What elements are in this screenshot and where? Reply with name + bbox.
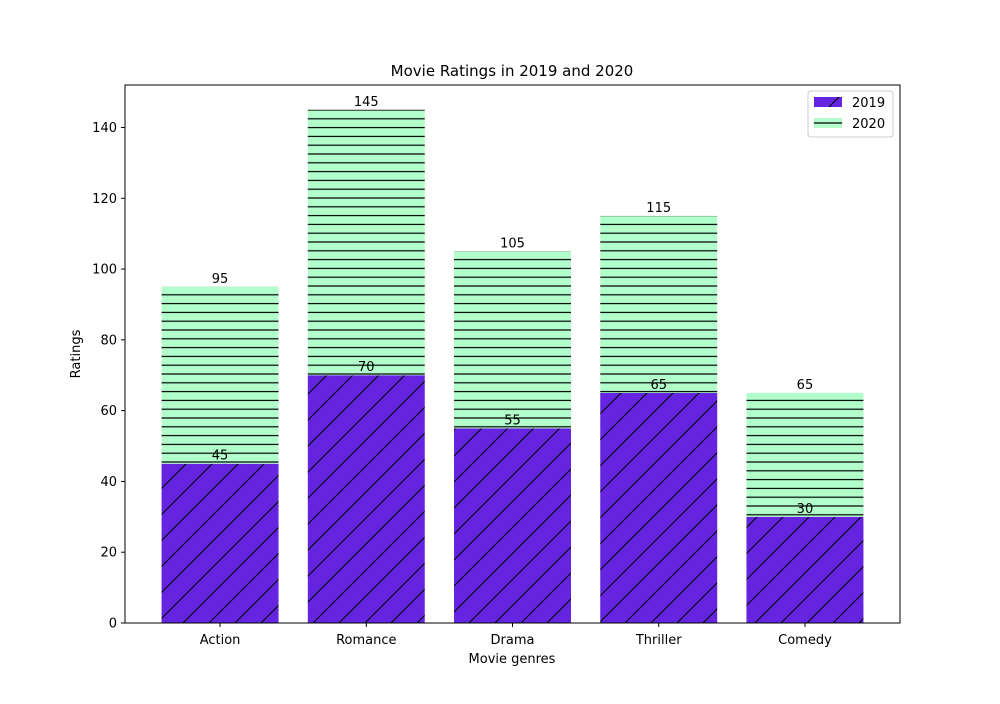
bar-2020-thriller [600, 215, 718, 393]
data-label-2019-comedy: 30 [797, 502, 814, 517]
data-label-2020-romance: 145 [354, 95, 379, 110]
y-axis-label: Ratings [69, 329, 84, 378]
y-tick-label: 100 [92, 263, 117, 278]
legend-swatch-2019 [814, 97, 842, 107]
x-tick-label-action: Action [200, 633, 241, 648]
bar-2019-action [161, 463, 279, 623]
data-label-2019-thriller: 65 [650, 378, 667, 393]
data-label-2019-drama: 55 [504, 413, 521, 428]
data-label-2019-romance: 70 [358, 360, 375, 375]
y-axis: 0 20 40 60 80 100 120 140 [92, 121, 125, 632]
data-label-2020-drama: 105 [500, 236, 525, 251]
bar-2019-thriller [600, 392, 718, 623]
bar-2020-drama [454, 251, 571, 429]
y-tick-label: 120 [92, 192, 117, 207]
y-tick-label: 20 [100, 546, 117, 561]
data-label-2019-action: 45 [212, 449, 229, 464]
bar-2020-comedy [746, 392, 864, 517]
data-label-2020-thriller: 115 [646, 201, 671, 216]
y-tick-label: 140 [92, 121, 117, 136]
bar-2019-drama [454, 428, 571, 623]
chart-title: Movie Ratings in 2019 and 2020 [391, 62, 634, 80]
bar-2020-romance [307, 109, 425, 376]
bar-2019-romance [307, 375, 425, 623]
y-tick-label: 0 [109, 617, 117, 632]
y-tick-label: 60 [100, 404, 117, 419]
x-axis: Action Romance Drama Thriller Comedy [200, 623, 832, 648]
data-label-2020-comedy: 65 [797, 378, 814, 393]
bar-2019-comedy [746, 516, 864, 623]
legend: 2019 2020 [807, 90, 894, 138]
x-tick-label-comedy: Comedy [778, 633, 832, 648]
bars-layer [161, 109, 864, 623]
x-tick-label-romance: Romance [336, 633, 396, 648]
y-tick-label: 40 [100, 475, 117, 490]
x-axis-label: Movie genres [469, 652, 556, 667]
data-label-2020-action: 95 [212, 272, 229, 287]
data-labels-layer: 45 95 70 145 55 105 65 115 30 65 [212, 95, 813, 517]
legend-label-2020: 2020 [852, 117, 885, 132]
bar-2020-action [161, 286, 279, 464]
y-tick-label: 80 [100, 333, 117, 348]
x-tick-label-drama: Drama [491, 633, 535, 648]
legend-label-2019: 2019 [852, 96, 885, 111]
x-tick-label-thriller: Thriller [635, 633, 682, 648]
